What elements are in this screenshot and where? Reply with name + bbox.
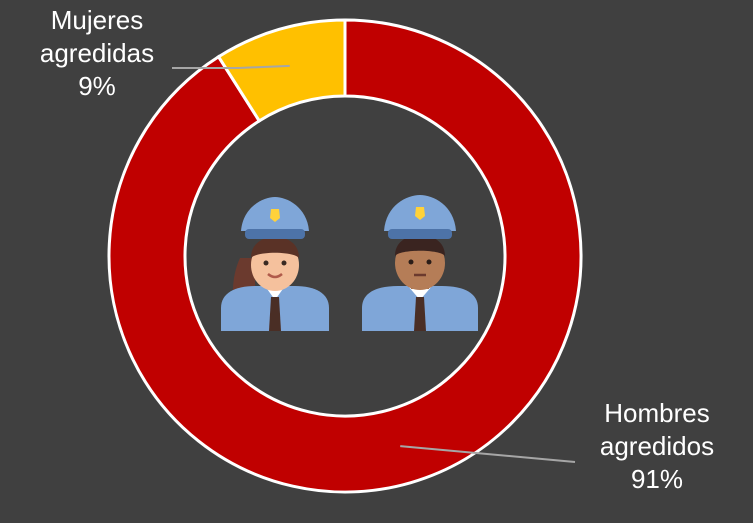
slice-label-women-line2: agredidas [39,38,155,68]
donut-slices [107,18,583,494]
slice-hombres [107,18,583,494]
slice-label-women-value: 9% [78,71,116,101]
slice-label-men-line2: agredidos [599,431,715,461]
slice-label-women: Mujeres agredidas 9% [22,4,172,103]
slice-label-men-line1: Hombres [604,398,710,428]
slice-label-men: Hombres agredidos 91% [574,397,740,496]
police-woman-icon [221,197,329,331]
slice-label-men-value: 91% [630,464,684,494]
slice-label-women-line1: Mujeres [50,5,144,35]
slice-mujeres [216,18,347,123]
leader-lines [172,64,576,463]
police-man-icon [362,195,478,331]
leader-line-mujeres [172,64,290,69]
leader-line-hombres [400,445,576,463]
